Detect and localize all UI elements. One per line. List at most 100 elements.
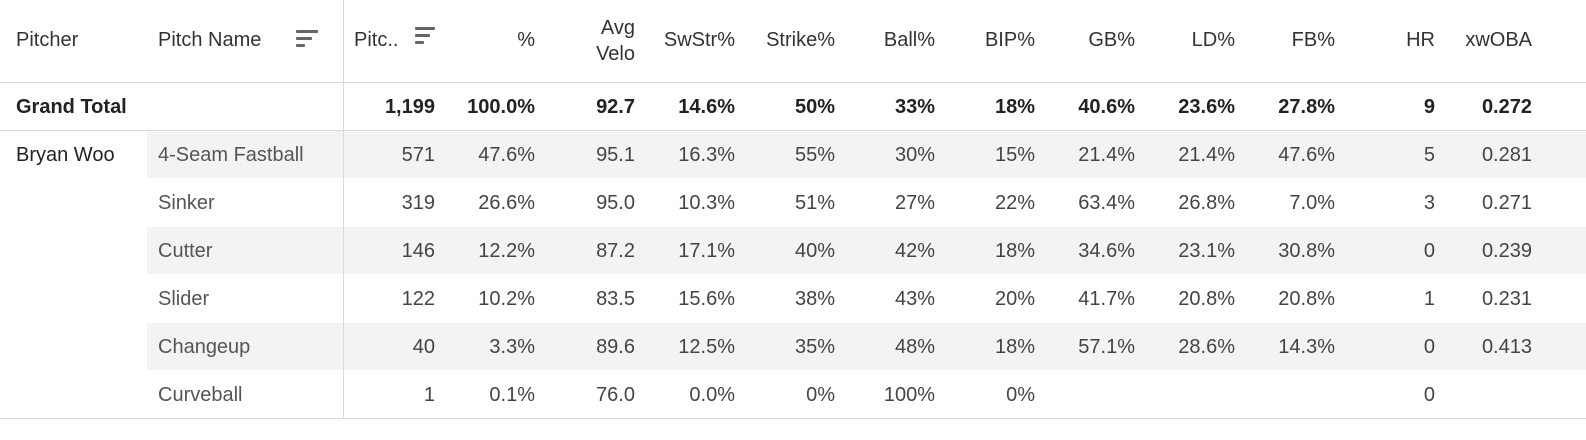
cell-pitches: 571 (401, 144, 435, 166)
cell-strike: 40% (794, 240, 835, 262)
cell-ld: 28.6% (1178, 336, 1235, 358)
cell-ld: 23.1% (1178, 240, 1235, 262)
header-avg-velo-line1[interactable]: Avg (600, 17, 635, 39)
cell-pct: 12.2% (478, 240, 535, 262)
cell-swstr: 16.3% (678, 144, 735, 166)
cell-gb: 34.6% (1078, 240, 1135, 262)
cell-fb: 14.3% (1278, 336, 1335, 358)
cell-hr: 5 (1423, 144, 1435, 166)
cell-bip: 0% (1006, 384, 1035, 406)
cell-bip: 20% (994, 288, 1035, 310)
cell-pitches: 40 (412, 336, 435, 358)
pitch-name: Changeup (158, 336, 251, 358)
cell-bip: 18% (994, 336, 1035, 358)
pitch-name: Slider (158, 288, 210, 310)
gt-pitches: 1,199 (384, 96, 435, 118)
header-bip[interactable]: BIP% (984, 29, 1035, 51)
cell-gb: 21.4% (1078, 144, 1135, 166)
cell-pitches: 146 (401, 240, 435, 262)
cell-hr: 3 (1423, 192, 1435, 214)
cell-fb: 47.6% (1278, 144, 1335, 166)
header-fb[interactable]: FB% (1291, 29, 1335, 51)
cell-fb: 20.8% (1278, 288, 1335, 310)
header-hr[interactable]: HR (1406, 29, 1435, 51)
gt-gb: 40.6% (1078, 96, 1135, 118)
cell-velo: 95.0 (596, 192, 635, 214)
gt-bip: 18% (994, 96, 1035, 118)
cell-swstr: 0.0% (689, 384, 735, 406)
header-gb[interactable]: GB% (1088, 29, 1135, 51)
cell-velo: 83.5 (596, 288, 635, 310)
cell-gb: 57.1% (1078, 336, 1135, 358)
cell-velo: 95.1 (596, 144, 635, 166)
cell-pitches: 122 (401, 288, 435, 310)
cell-swstr: 17.1% (678, 240, 735, 262)
cell-xwoba: 0.239 (1481, 240, 1532, 262)
pitch-name: Cutter (158, 240, 213, 262)
sort-icon[interactable] (415, 27, 437, 47)
cell-velo: 76.0 (596, 384, 635, 406)
pane-divider (343, 0, 344, 419)
cell-ball: 48% (894, 336, 935, 358)
cell-xwoba: 0.281 (1481, 144, 1532, 166)
cell-pct: 47.6% (478, 144, 535, 166)
cell-swstr: 10.3% (678, 192, 735, 214)
header-divider (0, 82, 1586, 83)
pitch-name: Sinker (158, 192, 215, 214)
cell-ball: 30% (894, 144, 935, 166)
cell-hr: 0 (1423, 240, 1435, 262)
header-ball[interactable]: Ball% (883, 29, 935, 51)
cell-ball: 42% (894, 240, 935, 262)
header-pitches[interactable]: Pitc.. (354, 29, 399, 51)
gt-ball: 33% (894, 96, 935, 118)
cell-pct: 10.2% (478, 288, 535, 310)
cell-velo: 87.2 (596, 240, 635, 262)
header-percent[interactable]: % (517, 29, 535, 51)
table-bottom-divider (0, 418, 1586, 419)
cell-ld: 26.8% (1178, 192, 1235, 214)
cell-hr: 0 (1423, 336, 1435, 358)
cell-ball: 43% (894, 288, 935, 310)
header-avg-velo-line2[interactable]: Velo (596, 43, 635, 65)
cell-strike: 0% (806, 384, 835, 406)
cell-pitches: 319 (401, 192, 435, 214)
header-swstr[interactable]: SwStr% (663, 29, 735, 51)
cell-hr: 0 (1423, 384, 1435, 406)
row-band (147, 227, 1586, 274)
header-ld[interactable]: LD% (1191, 29, 1235, 51)
cell-xwoba: 0.271 (1481, 192, 1532, 214)
cell-strike: 38% (794, 288, 835, 310)
gt-velo: 92.7 (596, 96, 635, 118)
cell-pct: 26.6% (478, 192, 535, 214)
header-pitcher[interactable]: Pitcher (16, 29, 79, 51)
cell-bip: 22% (994, 192, 1035, 214)
cell-ball: 27% (894, 192, 935, 214)
pitch-name: 4-Seam Fastball (158, 144, 304, 166)
row-band (147, 323, 1586, 370)
cell-strike: 55% (794, 144, 835, 166)
gt-xwoba: 0.272 (1481, 96, 1532, 118)
cell-ball: 100% (883, 384, 935, 406)
header-pitch-name[interactable]: Pitch Name (158, 29, 262, 51)
cell-hr: 1 (1423, 288, 1435, 310)
header-xwoba[interactable]: xwOBA (1465, 29, 1532, 51)
cell-bip: 18% (994, 240, 1035, 262)
cell-ld: 21.4% (1178, 144, 1235, 166)
header-strike[interactable]: Strike% (766, 29, 835, 51)
cell-swstr: 15.6% (678, 288, 735, 310)
cell-gb: 41.7% (1078, 288, 1135, 310)
sort-icon[interactable] (296, 30, 318, 50)
cell-bip: 15% (994, 144, 1035, 166)
cell-gb: 63.4% (1078, 192, 1135, 214)
gt-strike: 50% (794, 96, 835, 118)
cell-velo: 89.6 (596, 336, 635, 358)
gt-fb: 27.8% (1278, 96, 1335, 118)
cell-ld: 20.8% (1178, 288, 1235, 310)
gt-swstr: 14.6% (678, 96, 735, 118)
cell-strike: 51% (794, 192, 835, 214)
gt-ld: 23.6% (1178, 96, 1235, 118)
pitcher-name: Bryan Woo (16, 144, 115, 166)
cell-xwoba: 0.231 (1481, 288, 1532, 310)
cell-xwoba: 0.413 (1481, 336, 1532, 358)
cell-pct: 0.1% (489, 384, 535, 406)
